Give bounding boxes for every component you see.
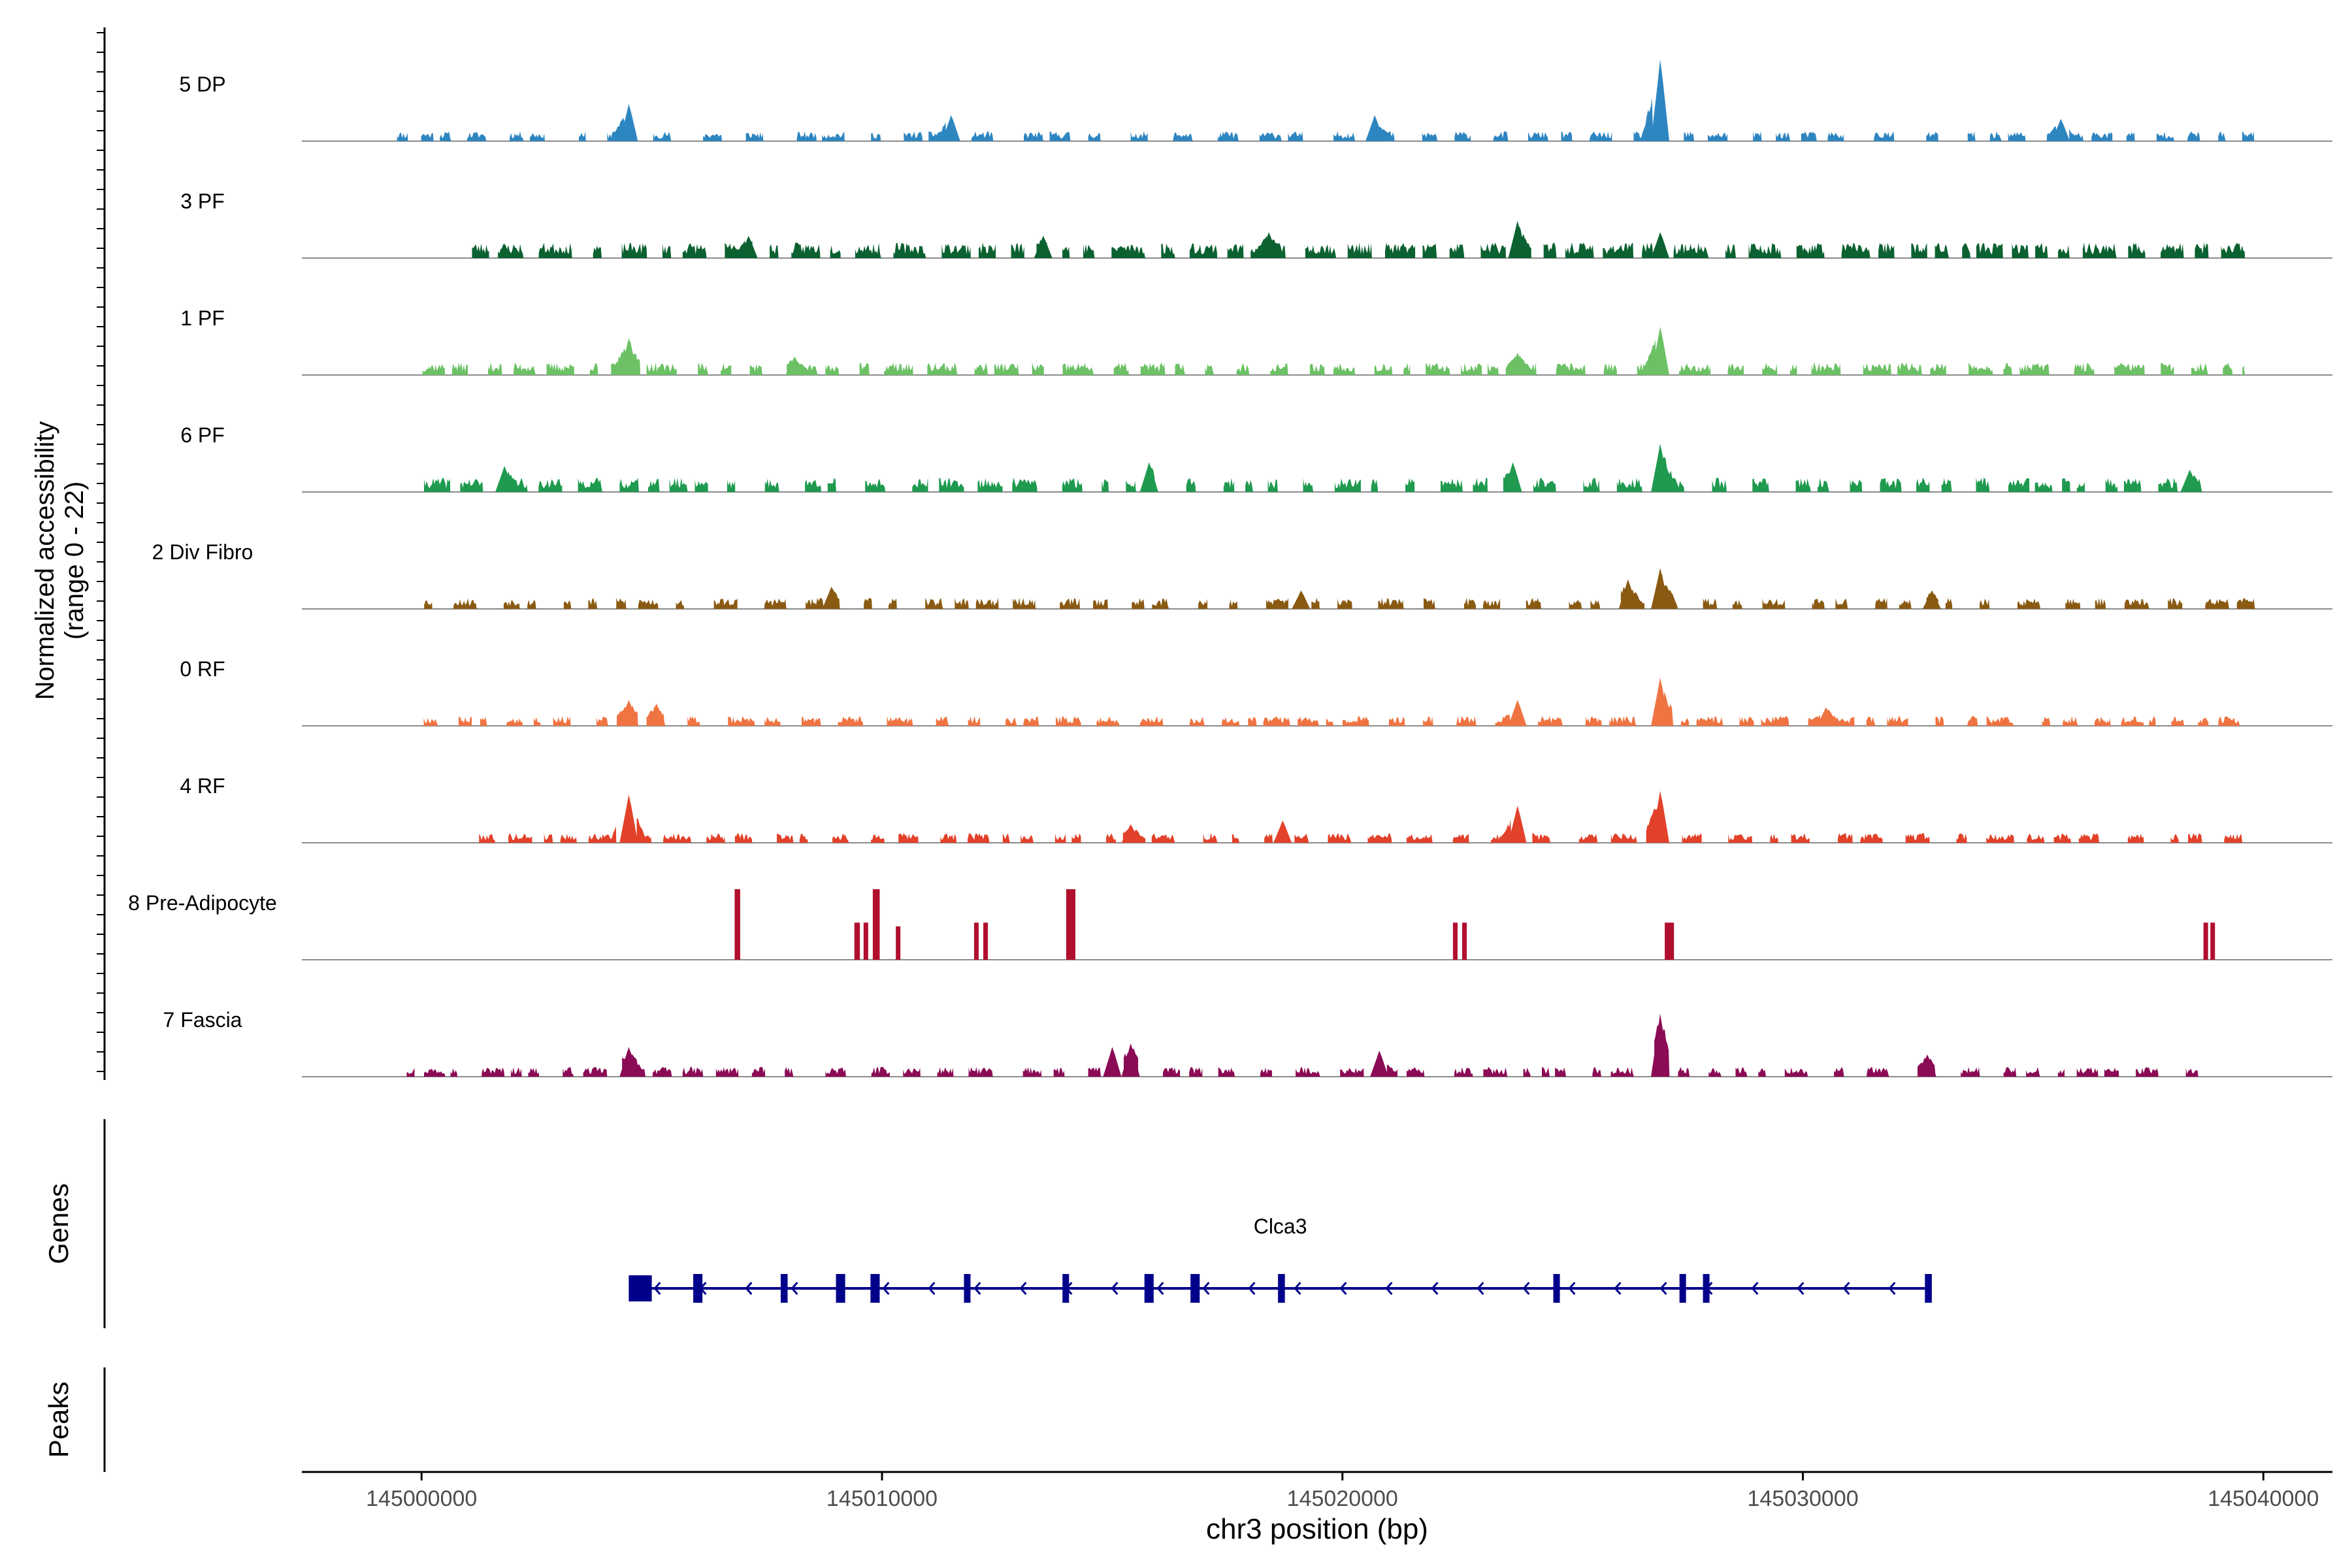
- coverage-bar: [1066, 889, 1075, 960]
- strand-arrow: [1294, 1282, 1301, 1295]
- strand-arrow: [882, 1282, 890, 1295]
- coverage-bar: [896, 926, 901, 960]
- x-tick-label: 145030000: [1747, 1486, 1858, 1511]
- track-5-dp: 5 DP: [179, 59, 2332, 142]
- strand-arrow: [1568, 1282, 1576, 1295]
- track-label: 8 Pre-Adipocyte: [128, 891, 277, 915]
- gene-exon: [780, 1274, 788, 1303]
- x-tick-label: 145040000: [2208, 1486, 2319, 1511]
- track-6-pf: 6 PF: [180, 423, 2332, 493]
- gene-exon: [870, 1274, 880, 1303]
- coverage-bar: [2210, 923, 2215, 960]
- coverage-area: [479, 791, 2243, 843]
- strand-arrow: [1248, 1282, 1256, 1295]
- x-tick-label: 145010000: [826, 1486, 938, 1511]
- track-label: 4 RF: [180, 774, 225, 798]
- y-label-line1: Normalized accessibility: [31, 421, 59, 700]
- coverage-bar: [983, 923, 988, 960]
- track-3-pf: 3 PF: [180, 189, 2332, 259]
- y-label-line2: (range 0 - 22): [60, 482, 89, 640]
- track-1-pf: 1 PF: [180, 306, 2332, 376]
- coverage-y-label: Normalized accessibility (range 0 - 22): [31, 421, 89, 700]
- track-label: 0 RF: [180, 657, 225, 681]
- coverage-bar: [1665, 923, 1674, 960]
- coverage-area: [423, 678, 2240, 726]
- coverage-bar: [973, 923, 979, 960]
- coverage-bar: [1462, 923, 1467, 960]
- gene-exon: [964, 1274, 971, 1303]
- strand-arrow: [1842, 1282, 1850, 1295]
- strand-arrow: [1522, 1282, 1530, 1295]
- strand-arrow: [1111, 1282, 1119, 1295]
- strand-arrow: [1019, 1282, 1027, 1295]
- coverage-y-ticks: [97, 32, 105, 1072]
- peaks-panel-label: Peaks: [43, 1382, 74, 1458]
- strand-arrow: [1614, 1282, 1622, 1295]
- track-2-div-fibro: 2 Div Fibro: [152, 540, 2332, 610]
- coverage-bar: [863, 923, 868, 960]
- gene-exon: [1703, 1274, 1710, 1303]
- coverage-area: [424, 444, 2202, 492]
- track-label: 7 Fascia: [163, 1008, 242, 1032]
- coverage-tracks: 5 DP 3 PF 1 PF 6 PF 2 Div Fibro 0 RF 4 RF 8 Pre…: [128, 59, 2332, 1077]
- coverage-area: [424, 568, 2255, 609]
- strand-arrow: [1751, 1282, 1759, 1295]
- strand-arrow: [1385, 1282, 1393, 1295]
- x-axis-ticks: 145000000 145010000 145020000 145030000 1450…: [366, 1472, 2319, 1511]
- track-0-rf: 0 RF: [180, 657, 2332, 727]
- gene-exon: [629, 1275, 652, 1301]
- strand-arrow: [1202, 1282, 1210, 1295]
- gene-exon: [1190, 1274, 1200, 1303]
- strand-arrow: [1797, 1282, 1805, 1295]
- x-tick-label: 145020000: [1287, 1486, 1398, 1511]
- track-label: 2 Div Fibro: [152, 540, 253, 564]
- gene-name-label: Clca3: [1254, 1215, 1307, 1238]
- track-8-pre-adipocyte: 8 Pre-Adipocyte: [128, 889, 2332, 960]
- track-7-fascia: 7 Fascia: [163, 1008, 2332, 1077]
- gene-model-clca3: [629, 1274, 1932, 1303]
- coverage-bar: [734, 889, 740, 960]
- strand-arrow: [1477, 1282, 1484, 1295]
- gene-exon: [693, 1274, 703, 1303]
- strand-arrow: [1339, 1282, 1347, 1295]
- x-tick-label: 145000000: [366, 1486, 477, 1511]
- gene-exon: [836, 1274, 845, 1303]
- strand-arrow: [1431, 1282, 1439, 1295]
- x-axis-label: chr3 position (bp): [1206, 1513, 1428, 1545]
- strand-arrow: [973, 1282, 981, 1295]
- coverage-bar: [1452, 923, 1458, 960]
- strand-arrow: [791, 1282, 798, 1295]
- strand-arrow: [1888, 1282, 1896, 1295]
- gene-exon: [1144, 1274, 1154, 1303]
- track-label: 6 PF: [180, 423, 225, 447]
- track-label: 5 DP: [179, 73, 225, 96]
- strand-arrow: [928, 1282, 936, 1295]
- coverage-bar: [2203, 923, 2208, 960]
- gene-exon: [1062, 1274, 1070, 1303]
- strand-arrow: [745, 1282, 753, 1295]
- gene-exon: [1925, 1274, 1932, 1303]
- coverage-bar: [854, 923, 860, 960]
- genes-panel-label: Genes: [43, 1183, 74, 1264]
- coverage-area: [406, 1013, 2198, 1077]
- track-label: 3 PF: [180, 189, 225, 213]
- gene-exon: [1679, 1274, 1686, 1303]
- coverage-area: [472, 221, 2246, 258]
- strand-arrow: [1156, 1282, 1164, 1295]
- strand-arrow: [1659, 1282, 1667, 1295]
- gene-exon: [1278, 1274, 1285, 1303]
- track-4-rf: 4 RF: [180, 774, 2332, 843]
- track-label: 1 PF: [180, 306, 225, 330]
- coverage-bar: [872, 889, 880, 960]
- strand-arrow: [653, 1282, 661, 1295]
- gene-exon: [1553, 1274, 1560, 1303]
